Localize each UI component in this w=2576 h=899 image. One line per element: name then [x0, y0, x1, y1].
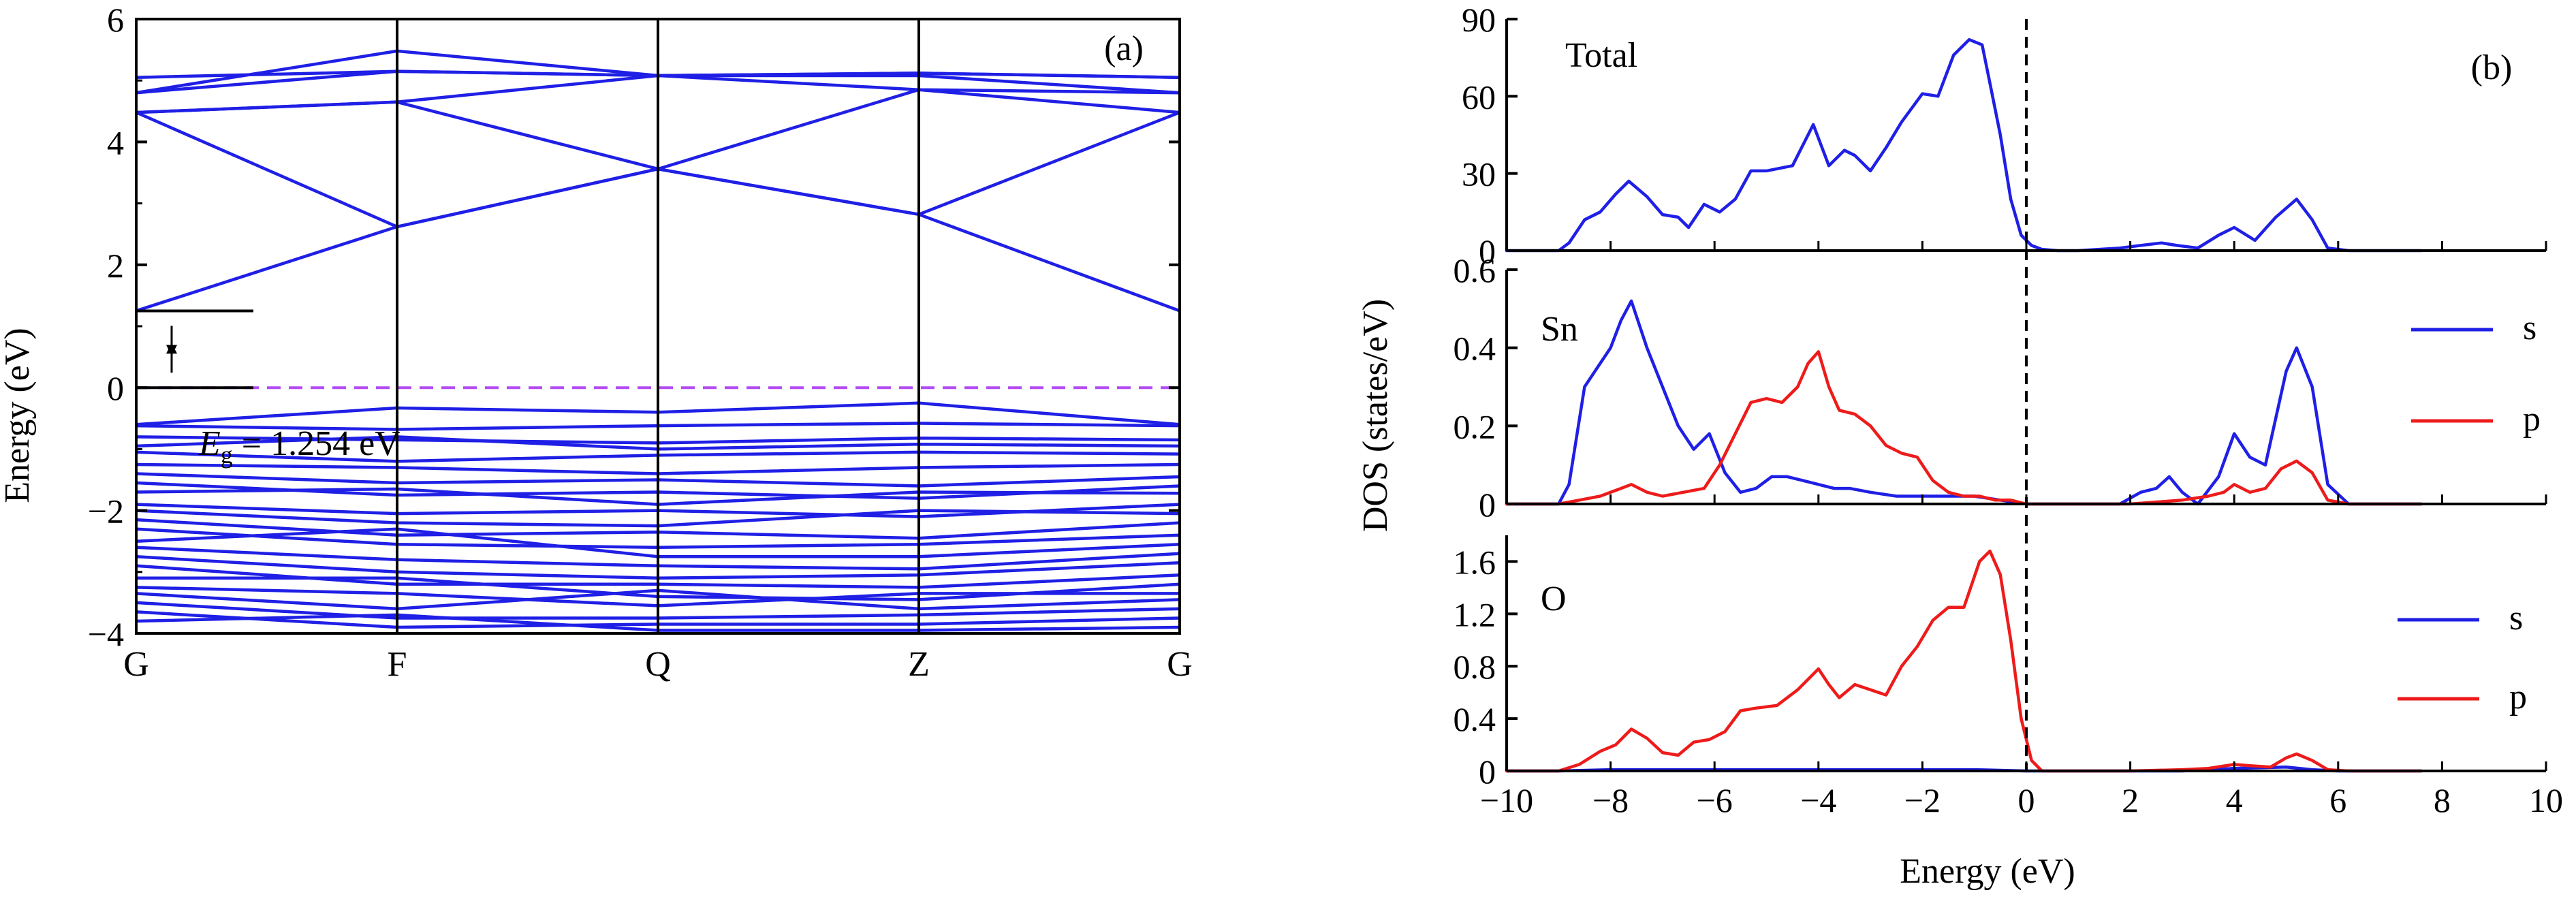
dos-curve-O-p	[1505, 549, 2423, 773]
x-tick-label-b: −6	[1697, 781, 1733, 819]
y-tick-label-a: 0	[107, 369, 124, 407]
x-tick-label-b: 10	[2529, 781, 2563, 819]
panel-label-b: (b)	[2471, 48, 2513, 87]
y-tick-label-b: 0.2	[1454, 407, 1496, 445]
y-tick-label-b: 1.2	[1454, 595, 1496, 633]
y-tick-label-b: 30	[1462, 155, 1496, 193]
dos-axes	[1505, 19, 2547, 772]
dos-curves	[1505, 37, 2423, 773]
y-tick-label-b: 0.8	[1454, 648, 1496, 686]
legend-label-p: p	[2509, 678, 2527, 716]
y-tick-label-b: 1.6	[1454, 543, 1496, 581]
x-axis-label-b: Energy (eV)	[1900, 852, 2075, 891]
y-tick-label-b: 0.4	[1454, 330, 1496, 368]
y-axis-label-b: DOS (states/eV)	[1356, 299, 1395, 532]
y-tick-label-a: 2	[107, 247, 124, 285]
x-tick-label-b: 6	[2329, 781, 2346, 819]
x-tick-label-b: 0	[2018, 781, 2035, 819]
legend-label-s: s	[2509, 599, 2523, 637]
y-tick-label-b: 0	[1479, 486, 1496, 524]
subpanel-label-total: Total	[1565, 36, 1637, 75]
x-tick-label-b: 4	[2226, 781, 2243, 819]
y-tick-label-b: 0.6	[1454, 251, 1496, 289]
dos-legends: s p s p	[2398, 309, 2541, 716]
x-tick-label-a: G	[1167, 645, 1193, 684]
y-tick-label-a: 6	[107, 1, 124, 39]
legend-label-p: p	[2523, 400, 2541, 439]
x-axis-ticks-b: −10 −8 −6 −4 −2 0 2 4 6 8 10	[1480, 781, 2563, 819]
y-tick-label-b: 0.4	[1454, 700, 1496, 738]
y-tick-label-b: 0	[1479, 753, 1496, 791]
subpanel-label-sn: Sn	[1541, 310, 1578, 349]
legend-label-s: s	[2523, 309, 2536, 347]
y-tick-label-a: 4	[107, 123, 124, 161]
panel-label-a: (a)	[1104, 29, 1144, 68]
gap-arrow-up-head	[166, 343, 177, 354]
x-tick-label-b: −2	[1904, 781, 1941, 819]
dos-curve-Sn-p	[1505, 350, 2423, 506]
x-tick-label-a: Q	[645, 645, 671, 684]
band-structure-panel: −4 −2 0 2 4 6 G F Q Z G Energy (eV) (a) Eg = 1.25…	[0, 1, 1193, 684]
x-tick-label-b: 2	[2122, 781, 2139, 819]
high-symmetry-lines	[396, 19, 920, 633]
y-tick-label-a: −4	[88, 615, 124, 653]
x-tick-label-a: G	[123, 645, 149, 684]
band-gap-marker	[136, 309, 253, 390]
y-axis-ticks-a: −4 −2 0 2 4 6	[88, 1, 1180, 653]
band-gap-annotation: Eg = 1.254 eV	[198, 424, 400, 469]
y-tick-label-b: 60	[1462, 78, 1496, 116]
x-tick-label-b: −4	[1800, 781, 1836, 819]
y-axis-label-a: Energy (eV)	[0, 328, 37, 503]
band-gap-symbol: E	[198, 424, 221, 463]
y-tick-label-b: 90	[1462, 1, 1496, 39]
band-gap-subscript: g	[221, 441, 233, 469]
band-gap-value: = 1.254 eV	[233, 424, 400, 463]
y-tick-label-a: −2	[88, 492, 124, 531]
dos-curve-Total-total	[1505, 37, 2423, 253]
x-tick-label-b: 8	[2434, 781, 2451, 819]
x-tick-label-a: F	[388, 645, 407, 684]
x-tick-label-b: −10	[1480, 781, 1533, 819]
y-tick-label-b: 0	[1479, 232, 1496, 270]
x-tick-label-b: −8	[1592, 781, 1629, 819]
x-tick-label-a: Z	[908, 645, 930, 684]
subpanel-label-o: O	[1541, 580, 1567, 618]
dos-curve-Sn-s	[1505, 299, 2423, 506]
